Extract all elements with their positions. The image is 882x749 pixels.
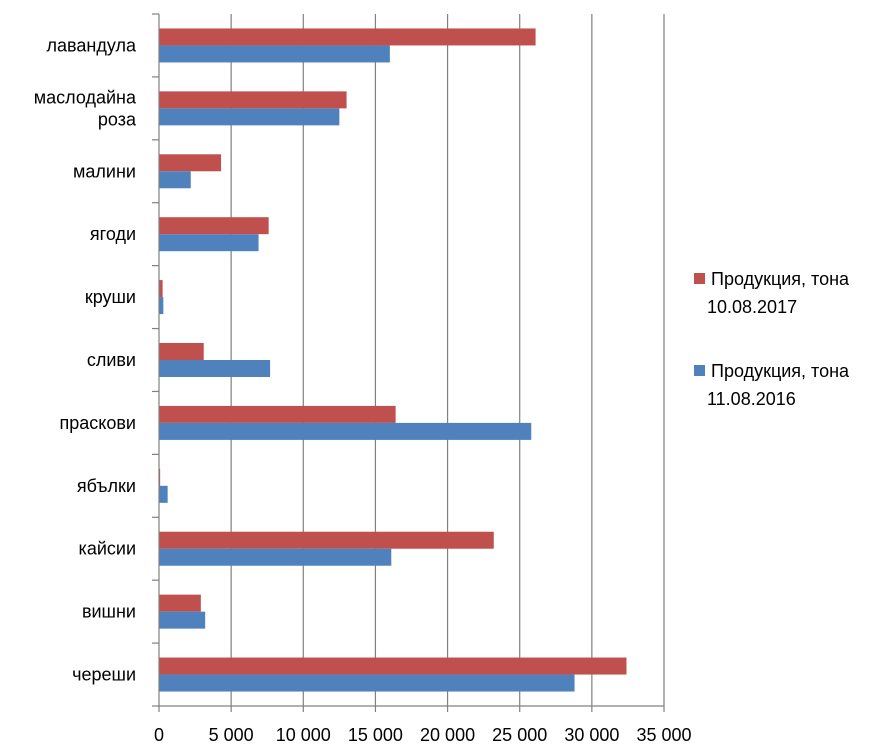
category-label: маслодайна роза [34,87,137,129]
category-label: ягоди [90,224,136,244]
category-label: вишни [82,602,136,622]
legend: Продукция, тона 10.08.2017 Продукция, тона… [694,269,850,409]
bar-series-2016 [159,360,271,377]
bar-series-2017 [159,28,536,46]
legend-swatch [694,365,705,376]
bar-series-2017 [159,531,494,549]
x-tick-label: 0 [154,725,164,745]
bar-series-2016 [159,674,575,692]
bar-series-2016 [159,422,532,440]
bar-series-2017 [159,405,396,423]
bars [159,28,627,692]
category-label: сливи [87,350,136,370]
x-tick-label: 5 000 [209,725,254,745]
category-label: ябълки [77,476,136,496]
gridlines [230,14,665,706]
x-tick-label: 10 000 [276,725,331,745]
bar-series-2017 [159,343,204,360]
bar-series-2017 [159,280,163,298]
bar-series-2016 [159,234,259,252]
legend-label: Продукция, тона 10.08.2017 [707,269,850,317]
category-label: череши [72,665,136,685]
category-label: круши [85,287,136,307]
x-tick-label: 15 000 [348,725,403,745]
bar-series-2016 [159,485,168,503]
x-tick-label: 20 000 [420,725,475,745]
legend-swatch [694,273,705,284]
x-tick-label: 25 000 [492,725,547,745]
category-labels: лавандула маслодайна роза малини ягоди круши с… [34,35,137,684]
category-label: кайсии [79,539,136,559]
x-tick-label: 30 000 [564,725,619,745]
bar-series-2017 [159,217,269,235]
legend-label: Продукция, тона 11.08.2016 [707,361,850,409]
category-label: праскови [60,413,136,433]
bar-series-2016 [159,171,191,189]
bar-series-2016 [159,45,390,63]
x-tick-label: 35 000 [636,725,691,745]
bar-series-2016 [159,297,164,315]
bar-series-2017 [159,594,201,612]
axes [152,13,665,712]
bar-series-2017 [159,657,627,675]
bar-series-2016 [159,108,340,126]
bar-series-2016 [159,611,206,629]
x-tick-labels: 0 5 000 10 000 15 000 20 000 25 000 30 000 35 0… [154,725,692,745]
category-label: лавандула [47,35,137,55]
category-label: малини [73,161,136,181]
bar-series-2017 [159,154,222,172]
bar-series-2016 [159,548,392,566]
bar-series-2017 [159,91,347,109]
